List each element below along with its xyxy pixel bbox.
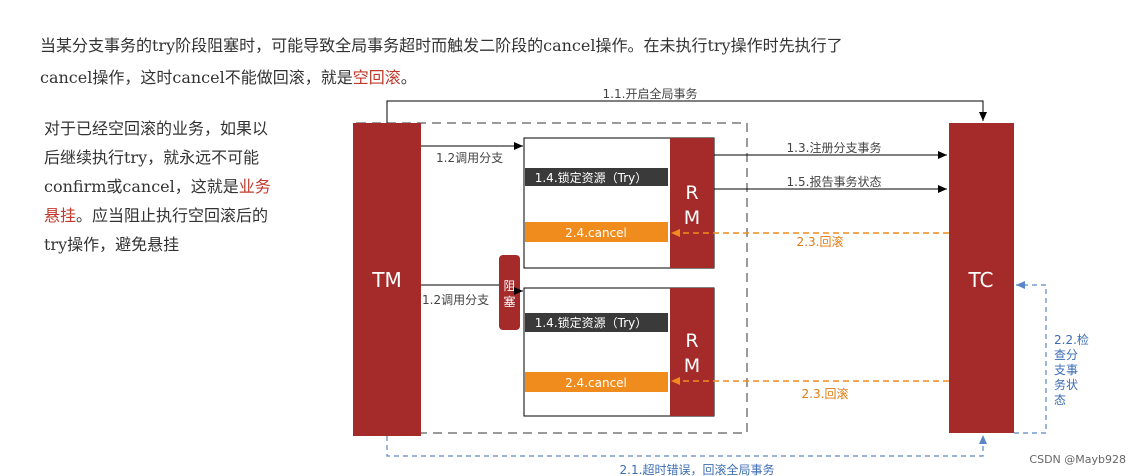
intro-line-2-suffix: 。 <box>400 68 417 87</box>
lock-resource-box-lower <box>525 313 668 332</box>
side-line-4: 悬挂。应当阻止执行空回滚后的 <box>44 201 271 230</box>
lock-resource-box-upper <box>525 168 668 186</box>
watermark: CSDN @Mayb928 <box>1029 453 1126 466</box>
rm-upper-r: R <box>685 182 698 204</box>
intro-line-2: cancel操作，这时cancel不能做回滚，就是空回滚。 <box>40 62 843 94</box>
label-rollback-upper: 2.3.回滚 <box>797 234 844 249</box>
tc-label: TC <box>967 268 993 292</box>
arrow-check-branch-status <box>1014 281 1047 434</box>
rm-lower-m: M <box>684 355 700 377</box>
label-call-branch-upper: 1.2调用分支 <box>436 151 503 165</box>
label-call-branch-lower: 1.2调用分支 <box>422 293 489 307</box>
check-line-5: 态 <box>1054 393 1066 407</box>
arrow-open-global <box>386 100 987 123</box>
check-line-4: 务状 <box>1054 377 1078 392</box>
tc-block <box>949 123 1014 433</box>
rm-block-lower <box>670 288 714 416</box>
block-badge-char-1: 阻 <box>503 279 515 293</box>
label-timeout-rollback: 2.1.超时错误，回滚全局事务 <box>620 462 775 476</box>
rm-block-upper <box>670 138 714 268</box>
label-rollback-lower: 2.3.回滚 <box>802 386 849 401</box>
label-open-global: 1.1.开启全局事务 <box>603 86 698 101</box>
label-check-branch-status: 2.2.检 查分 支事 务状 态 <box>1054 332 1093 407</box>
tm-label: TM <box>371 268 401 292</box>
cancel-label-lower: 2.4.cancel <box>565 376 627 390</box>
term-business-suspend-2: 悬挂 <box>44 206 77 225</box>
block-badge <box>499 255 520 330</box>
side-line-2: 后继续执行try，就永远不可能 <box>44 148 260 167</box>
side-paragraph: 对于已经空回滚的业务，如果以 后继续执行try，就永远不可能 confirm或c… <box>44 114 271 259</box>
side-line-3: confirm或cancel，这就是业务 <box>44 172 271 201</box>
side-line-1: 对于已经空回滚的业务，如果以 <box>44 119 269 138</box>
label-register-branch: 1.3.注册分支事务 <box>787 140 882 155</box>
intro-line-2-prefix: cancel操作，这时cancel不能做回滚，就是 <box>40 68 353 87</box>
check-line-3: 支事 <box>1054 363 1078 377</box>
tm-block <box>353 123 421 436</box>
rm-upper-m: M <box>684 207 700 229</box>
lock-resource-label-lower: 1.4.锁定资源（Try） <box>535 315 648 330</box>
term-empty-rollback: 空回滚 <box>352 68 401 87</box>
cancel-box-upper <box>525 222 668 242</box>
lock-resource-label-upper: 1.4.锁定资源（Try） <box>535 170 648 185</box>
intro-line-1: 当某分支事务的try阶段阻塞时，可能导致全局事务超时而触发二阶段的cancel操… <box>40 36 843 55</box>
check-line-2: 查分 <box>1054 348 1078 362</box>
intro-paragraph: 当某分支事务的try阶段阻塞时，可能导致全局事务超时而触发二阶段的cancel操… <box>40 30 843 94</box>
arrow-timeout-rollback <box>386 435 987 457</box>
side-line-5: try操作，避免悬挂 <box>44 235 180 254</box>
side-line-3-prefix: confirm或cancel，这就是 <box>44 177 239 196</box>
label-report-status: 1.5.报告事务状态 <box>787 174 882 189</box>
term-business-suspend-1: 业务 <box>238 177 271 196</box>
rm-lower-r: R <box>685 330 698 352</box>
block-badge-char-2: 塞 <box>503 294 515 309</box>
check-line-1: 2.2.检 <box>1054 332 1089 347</box>
cancel-box-lower <box>525 372 668 392</box>
side-line-4-suffix: 。应当阻止执行空回滚后的 <box>76 206 269 225</box>
cancel-label-upper: 2.4.cancel <box>565 226 627 240</box>
